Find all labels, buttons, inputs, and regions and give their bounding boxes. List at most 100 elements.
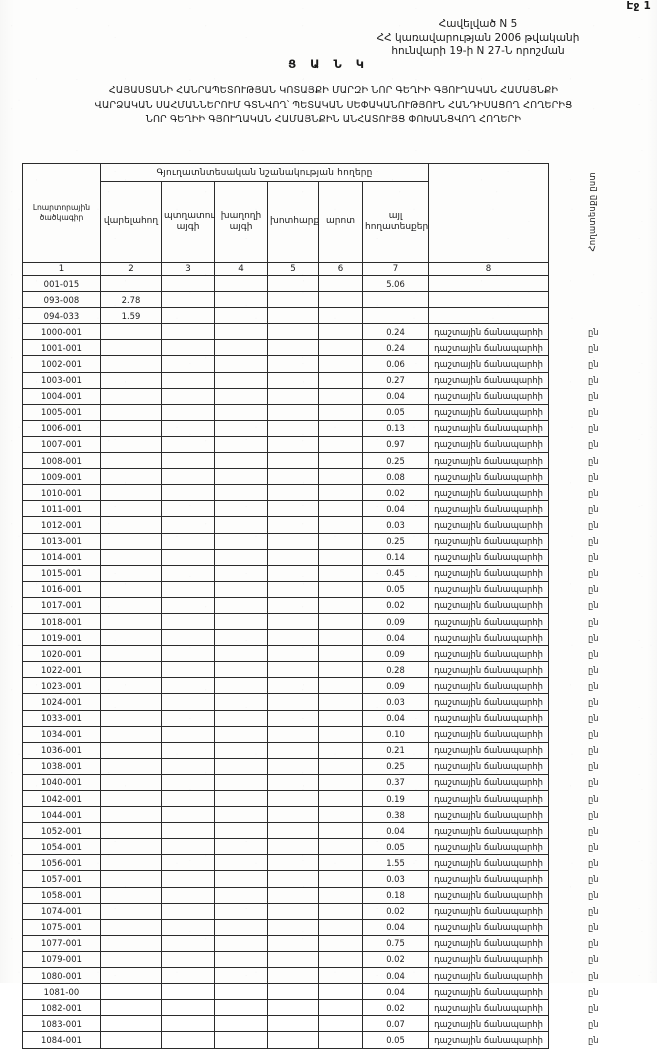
cell-hayfield xyxy=(267,950,319,969)
cell-tail-marker: ըն xyxy=(587,793,599,804)
cell-hayfield xyxy=(267,274,319,293)
cell-pasture xyxy=(318,564,363,582)
cell-landtype-note: դաշտային ճանապարհի xyxy=(428,661,550,679)
cell-tail-marker xyxy=(549,308,636,324)
table-row: 1079-001 0.02 դաշտային ճանապարհի ըն xyxy=(22,950,636,969)
cell-other-land: 0.03 xyxy=(361,693,430,711)
cell-landtype-note xyxy=(428,274,550,293)
cell-other-land: 0.75 xyxy=(361,934,430,952)
cell-code: 1042-001 xyxy=(22,789,101,808)
cell-hayfield xyxy=(267,419,319,437)
cell-vineyard xyxy=(214,1015,268,1033)
cell-tail-marker: ըն xyxy=(587,761,599,772)
cell-hayfield xyxy=(267,307,319,325)
cell-vineyard xyxy=(214,918,268,936)
cell-pasture xyxy=(318,741,363,759)
cell-vineyard xyxy=(214,274,268,293)
cell-vineyard xyxy=(214,967,268,985)
cell-hayfield xyxy=(267,757,319,775)
cell-pasture xyxy=(318,757,363,775)
cell-vineyard xyxy=(214,854,268,872)
cell-code: 1077-001 xyxy=(22,934,101,952)
cell-code: 1040-001 xyxy=(22,773,101,792)
cell-arable xyxy=(100,564,162,582)
cell-vineyard xyxy=(214,838,268,856)
cell-arable xyxy=(100,950,162,969)
table-row: 1006-001 0.13 դաշտային ճանապարհի ըն xyxy=(22,419,636,437)
cell-pasture xyxy=(318,323,363,341)
cell-hayfield xyxy=(267,580,319,598)
col-num-tail xyxy=(549,263,636,276)
cell-arable xyxy=(100,854,162,872)
cell-landtype-note xyxy=(428,291,550,309)
table-row: 1019-001 0.04 դաշտային ճանապարհի ըն xyxy=(22,629,636,647)
col-num-8: 8 xyxy=(428,262,550,276)
cell-landtype-note: դաշտային ճանապարհի xyxy=(428,612,550,631)
table-row: 1003-001 0.27 դաշտային ճանապարհի ըն xyxy=(22,371,636,389)
cell-orchard xyxy=(161,323,215,341)
cell-orchard xyxy=(161,967,215,985)
cell-pasture xyxy=(318,612,363,631)
cell-hayfield xyxy=(267,999,319,1017)
cell-code: 1052-001 xyxy=(22,822,101,840)
cell-tail-marker: ըն xyxy=(587,1034,599,1045)
cell-code: 1057-001 xyxy=(22,870,101,888)
cell-tail-marker: ըն xyxy=(587,938,599,949)
cell-hayfield xyxy=(267,806,319,824)
cell-pasture xyxy=(318,629,363,647)
cell-tail-marker: ըն xyxy=(587,874,599,885)
cell-pasture xyxy=(318,274,363,293)
cell-hayfield xyxy=(267,822,319,840)
cell-orchard xyxy=(161,532,215,550)
cell-other-land: 0.14 xyxy=(361,548,430,566)
table-body: 001-015 5.06 093-008 2.78 094-033 1.59 1000-00… xyxy=(22,274,636,1049)
cell-pasture xyxy=(318,918,363,936)
cell-pasture xyxy=(318,435,363,454)
cell-arable xyxy=(100,918,162,936)
cell-tail-marker: ըն xyxy=(587,391,599,402)
cell-vineyard xyxy=(214,323,268,341)
cell-other-land: 0.05 xyxy=(361,838,430,856)
cell-code: 1054-001 xyxy=(22,838,101,856)
cell-tail-marker: ըն xyxy=(587,423,599,434)
cell-arable xyxy=(100,468,162,486)
cell-orchard xyxy=(161,371,215,389)
cell-pasture xyxy=(318,934,363,952)
cell-landtype-note: դաշտային ճանապարհի xyxy=(428,838,550,856)
cell-arable xyxy=(100,596,162,614)
cell-hayfield xyxy=(267,870,319,888)
table-row: 1036-001 0.21 դաշտային ճանապարհի ըն xyxy=(22,741,636,759)
cell-orchard xyxy=(161,693,215,711)
cell-pasture xyxy=(318,677,363,695)
cell-pasture xyxy=(318,387,363,405)
cell-pasture xyxy=(318,661,363,679)
cell-pasture xyxy=(318,548,363,566)
cell-vineyard xyxy=(214,452,268,470)
cell-arable xyxy=(100,612,162,631)
cell-landtype-note: դաշտային ճանապարհի xyxy=(428,323,550,341)
cell-vineyard xyxy=(214,645,268,663)
table-row: 1004-001 0.04 դաշտային ճանապարհի ըն xyxy=(22,387,636,405)
cell-tail-marker: ըն xyxy=(587,375,599,386)
cell-other-land: 0.02 xyxy=(361,596,430,614)
cell-other-land: 0.45 xyxy=(361,564,430,582)
cell-vineyard xyxy=(214,629,268,647)
cell-arable xyxy=(100,693,162,711)
cell-landtype-note: դաշտային ճանապարհի xyxy=(428,693,550,711)
table-row: 1056-001 1.55 դաշտային ճանապարհի ըն xyxy=(22,854,636,872)
table-row: 1011-001 0.04 դաշտային ճանապարհի ըն xyxy=(22,500,636,518)
cell-tail-marker: ըն xyxy=(587,648,599,659)
cell-landtype-note: դաշտային ճանապարհի xyxy=(428,564,550,582)
cell-landtype-note: դաշտային ճանապարհի xyxy=(428,435,550,454)
cell-hayfield xyxy=(267,435,319,454)
cell-orchard xyxy=(161,339,215,357)
cell-landtype-note: դաշտային ճանապարհի xyxy=(428,757,550,775)
table-row: 1015-001 0.45 դաշտային ճանապարհի ըն xyxy=(22,564,636,582)
cell-code: 1023-001 xyxy=(22,677,101,695)
cell-vineyard xyxy=(214,870,268,888)
cell-landtype-note: դաշտային ճանապարհի xyxy=(428,516,550,534)
cell-landtype-note: դաշտային ճանապարհի xyxy=(428,918,550,936)
cell-orchard xyxy=(161,725,215,743)
cell-tail-marker: ըն xyxy=(587,359,599,370)
cell-code: 1009-001 xyxy=(22,468,101,486)
